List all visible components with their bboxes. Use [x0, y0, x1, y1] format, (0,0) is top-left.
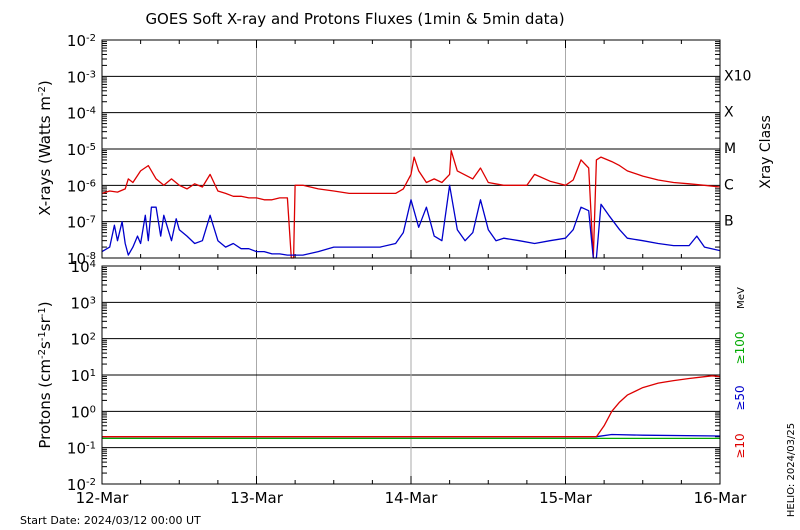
proton-y-tick-label: 100 — [71, 403, 96, 421]
x-tick-label: 13-Mar — [230, 489, 284, 507]
proton-y-tick-label: 103 — [71, 294, 96, 312]
proton-legend-10: ≥10 — [733, 433, 747, 458]
xray-class-label: X10 — [724, 68, 751, 84]
proton-legend-100: ≥100 — [733, 332, 747, 365]
x-axis-labels: 12-Mar 13-Mar 14-Mar 15-Mar 16-Mar — [76, 489, 748, 507]
xray-class-label: B — [724, 214, 734, 230]
xray-y-tick-label: 10-3 — [67, 68, 96, 86]
xray-y-tick-label: 10-5 — [67, 141, 96, 159]
proton-y-label: Protons (cm-2s-1sr-1) — [36, 301, 54, 448]
proton-series-line — [102, 375, 721, 438]
proton-legend-unit: MeV — [736, 287, 747, 309]
xray-plot-frame — [101, 39, 721, 259]
xray-y-label: X-rays (Watts m-2) — [36, 80, 54, 215]
proton-y-tick-label: 102 — [71, 331, 96, 349]
xray-y-tick-label: 10-4 — [67, 105, 96, 123]
proton-y-tick-label: 10-2 — [67, 476, 96, 494]
xray-class-label: X — [724, 105, 734, 121]
x-tick-label: 15-Mar — [539, 489, 593, 507]
xray-y-tick-label: 10-6 — [67, 177, 96, 195]
credit-label: HELIO: 2024/03/25 — [786, 423, 797, 517]
xray-class-label: C — [724, 177, 734, 193]
proton-y-tick-label: 10-1 — [67, 440, 96, 458]
xray-class-title: Xray Class — [758, 115, 774, 189]
x-tick-label: 12-Mar — [76, 489, 130, 507]
xray-class-label: M — [724, 141, 736, 157]
proton-legend-50: ≥50 — [733, 385, 747, 410]
x-tick-label: 14-Mar — [385, 489, 439, 507]
proton-plot-frame — [101, 265, 721, 485]
xray-series-line — [101, 150, 721, 259]
proton-panel: 10-2 10-1 100 101 102 103 104 — [67, 258, 721, 494]
proton-y-tick-label: 104 — [71, 258, 96, 276]
x-tick-label: 16-Mar — [694, 489, 748, 507]
xray-y-tick-label: 10-7 — [67, 214, 96, 232]
xray-y-tick-label: 10-2 — [67, 32, 96, 50]
xray-series-line — [101, 184, 721, 259]
proton-y-tick-label: 101 — [71, 367, 96, 385]
xray-panel: 10-8 10-7 10-6 10-5 10-4 10-3 10-2 X10 X M C B — [67, 32, 751, 268]
start-date: Start Date: 2024/03/12 00:00 UT — [20, 514, 201, 527]
chart-title: GOES Soft X-ray and Protons Fluxes (1min… — [145, 10, 564, 28]
xray-y-tick-label: 10-8 — [67, 250, 96, 268]
